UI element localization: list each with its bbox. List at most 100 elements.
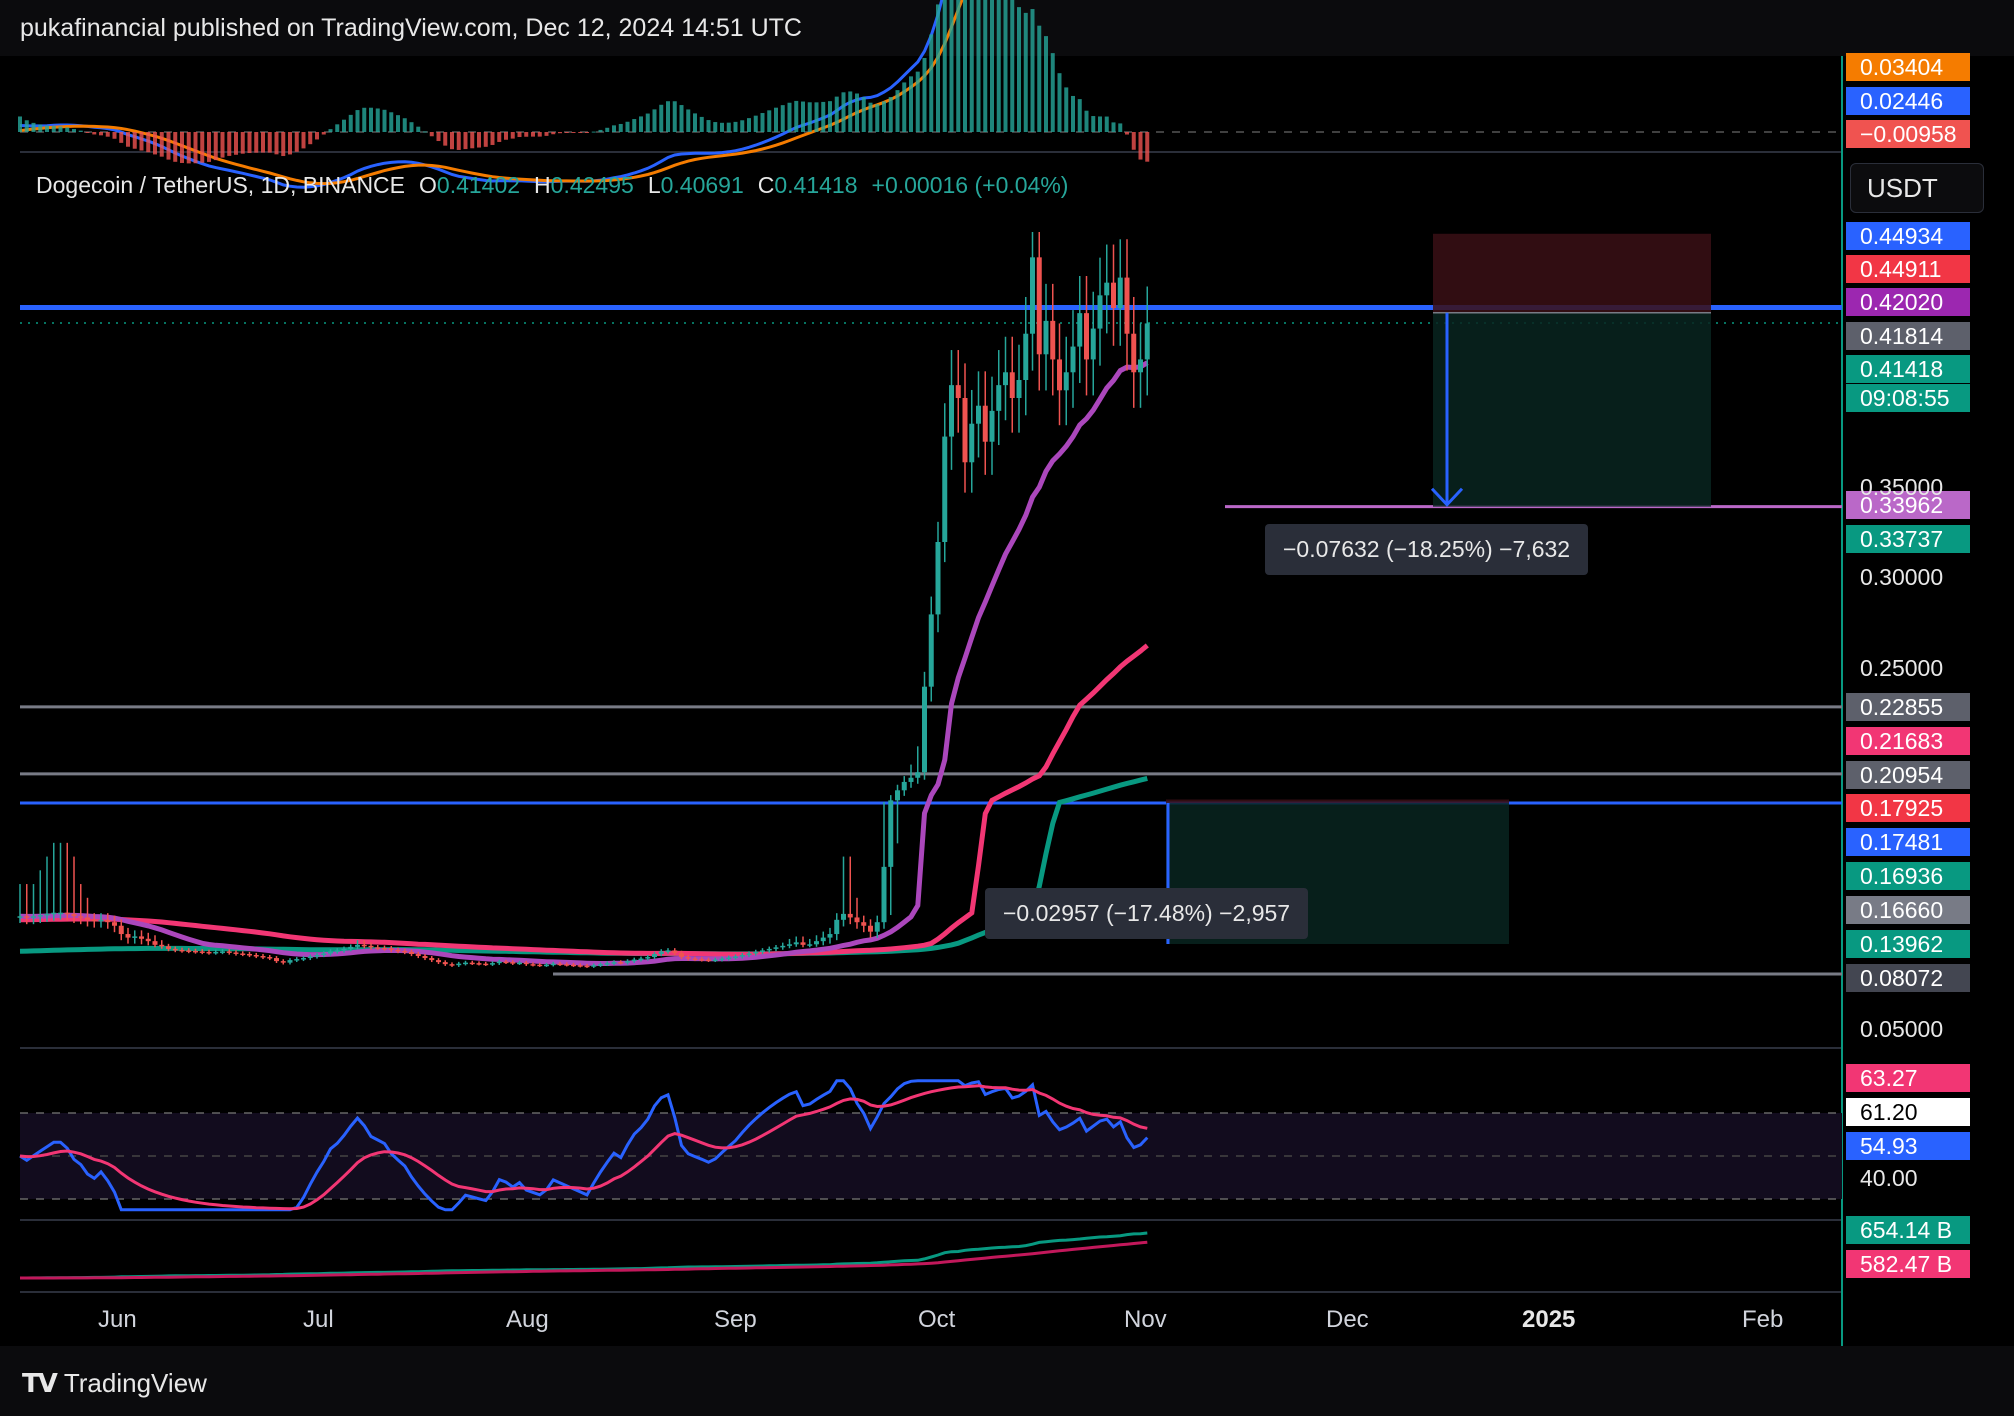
candle-body (861, 922, 867, 926)
rsi-tag: 61.20 (1846, 1098, 1970, 1126)
macd-histogram-bar (983, 0, 988, 133)
macd-histogram-bar (882, 101, 886, 132)
candle-body (989, 410, 995, 442)
macd-histogram-bar (1030, 9, 1035, 133)
candle-body (787, 944, 792, 946)
macd-histogram-bar (787, 102, 792, 132)
macd-histogram-bar (470, 132, 475, 149)
macd-histogram-bar (382, 109, 387, 132)
macd-histogram-bar (686, 109, 691, 132)
candle-body (928, 614, 934, 687)
macd-histogram-bar (180, 132, 184, 163)
macd-histogram-bar (551, 132, 556, 135)
macd-histogram-bar (443, 132, 448, 146)
macd-histogram-bar (618, 123, 623, 132)
candle-body (1144, 323, 1150, 360)
candle-body (773, 947, 779, 949)
candle-body (564, 964, 570, 966)
macd-histogram-bar (51, 126, 56, 132)
price-tag: 0.21683 (1846, 727, 1970, 755)
candle-body (611, 962, 617, 964)
macd-histogram-bar (510, 132, 515, 139)
macd-tag: 0.02446 (1846, 87, 1970, 115)
candle-body (712, 959, 718, 962)
candle-body (1124, 277, 1130, 334)
macd-histogram-bar (1010, 0, 1015, 133)
macd-histogram-bar (72, 129, 76, 132)
macd-histogram-bar (848, 91, 853, 132)
candle-body (274, 958, 279, 962)
candle-body (37, 915, 43, 917)
candle-body (915, 772, 921, 778)
price-tag: 0.17481 (1846, 828, 1970, 856)
open-value: 0.41402 (436, 172, 521, 198)
macd-histogram-bar (301, 132, 306, 149)
macd-histogram-bar (902, 82, 907, 132)
macd-histogram-bar (875, 104, 880, 132)
candle-body (969, 423, 975, 463)
candle-body (692, 958, 698, 961)
candle-body (179, 949, 185, 952)
volume-tag: 582.47 B (1846, 1250, 1970, 1278)
candle-body (159, 944, 165, 947)
macd-histogram-bar (375, 108, 380, 132)
price-tag: 0.16660 (1846, 896, 1970, 924)
target-zone-1 (1433, 312, 1711, 507)
candle-body (726, 957, 732, 960)
candle-body (510, 962, 516, 964)
candle-body (415, 953, 421, 957)
candle-body (868, 925, 873, 932)
macd-histogram-bar (855, 93, 859, 132)
macd-histogram-bar (929, 34, 934, 133)
symbol-title: Dogecoin / TetherUS, 1D, BINANCE (36, 172, 406, 198)
measure-label-2: −0.02957 (−17.48%) −2,957 (985, 888, 1309, 939)
macd-histogram-bar (450, 132, 454, 150)
change-value: +0.00016 (+0.04%) (871, 172, 1069, 198)
macd-histogram-bar (659, 104, 664, 132)
rsi-tag: 63.27 (1846, 1064, 1970, 1092)
macd-histogram-bar (895, 90, 900, 132)
ma-line-pink (19, 643, 1149, 957)
candle-body (490, 963, 495, 965)
candle-body (247, 953, 252, 956)
macd-histogram-bar (645, 113, 650, 132)
candle-body (206, 951, 212, 954)
macd-histogram-bar (760, 113, 765, 132)
time-axis-label: Jun (98, 1306, 137, 1333)
candle-body (436, 960, 441, 963)
candle-body (746, 953, 752, 956)
time-axis-label: Oct (918, 1306, 956, 1333)
candle-body (226, 951, 232, 953)
price-axis-label: 0.25000 (1860, 655, 1944, 681)
candle-body (544, 964, 549, 967)
macd-histogram-bar (119, 132, 124, 143)
macd-histogram-bar (288, 132, 292, 155)
candle-body (1016, 380, 1022, 398)
brand-name: TradingView (63, 1368, 207, 1398)
time-axis-label: Sep (714, 1306, 757, 1333)
price-tag: 0.16936 (1846, 862, 1970, 890)
macd-histogram-bar (693, 113, 697, 132)
close-key: C (757, 172, 775, 198)
candle-body (112, 922, 117, 926)
candle-body (834, 919, 840, 935)
macd-histogram-bar (477, 132, 481, 148)
macd-histogram-bar (240, 132, 245, 154)
macd-histogram-bar (828, 101, 832, 132)
currency-selector[interactable]: USDT (1850, 163, 1984, 213)
macd-histogram-bar (416, 126, 421, 132)
macd-histogram-bar (753, 115, 758, 132)
macd-histogram-bar (801, 101, 805, 132)
price-tag: 0.42020 (1846, 288, 1970, 316)
macd-histogram-bar (915, 71, 920, 132)
candle-body (1070, 346, 1076, 373)
macd-histogram-bar (159, 132, 164, 157)
macd-histogram-bar (1057, 73, 1062, 132)
macd-histogram-bar (679, 105, 684, 132)
high-value: 0.42495 (550, 172, 634, 198)
candle-body (422, 956, 428, 959)
macd-histogram-bar (274, 132, 279, 155)
candle-body (982, 405, 988, 442)
candle-body (166, 946, 171, 949)
